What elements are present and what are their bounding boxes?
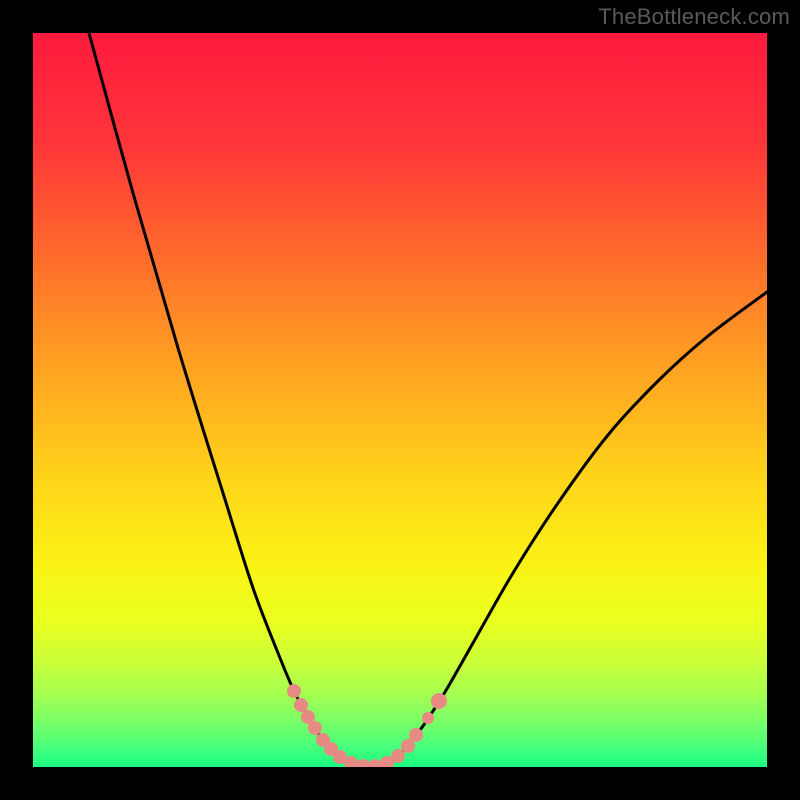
gradient-background: [33, 33, 767, 767]
chart-container: TheBottleneck.com: [0, 0, 800, 800]
marker-dot: [391, 749, 405, 763]
watermark-text: TheBottleneck.com: [598, 4, 790, 30]
plot-area: [33, 33, 767, 767]
marker-dot: [294, 698, 308, 712]
marker-dot: [409, 728, 423, 742]
marker-dot: [287, 684, 301, 698]
marker-dot: [422, 712, 434, 724]
marker-dot: [308, 721, 322, 735]
marker-dot: [431, 693, 447, 709]
chart-svg: [33, 33, 767, 767]
